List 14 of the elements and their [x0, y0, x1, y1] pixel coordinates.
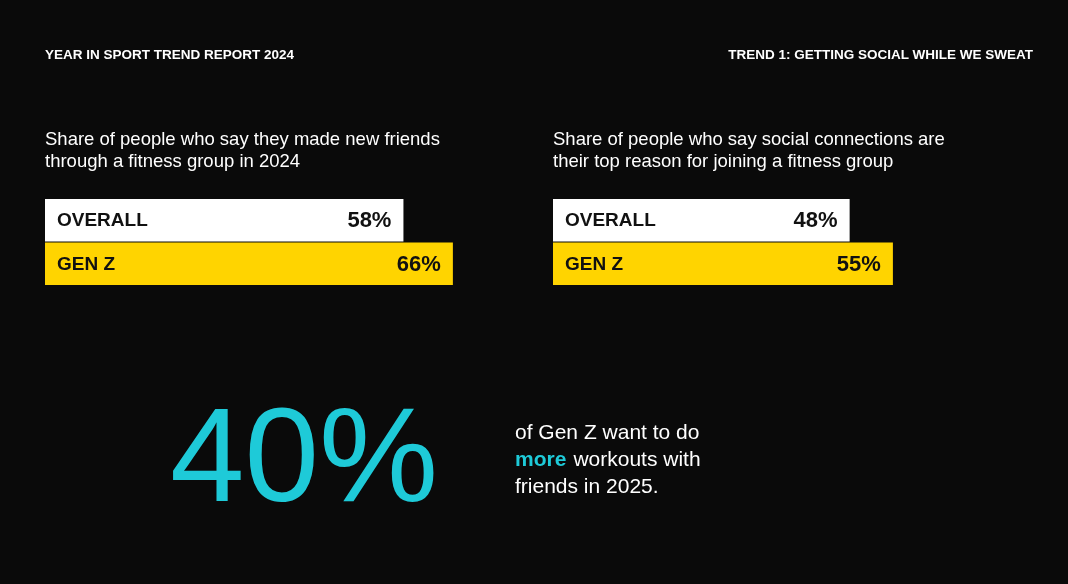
chart-title: Share of people who say social connections are their top reason for joining a fitness group [553, 127, 945, 171]
data-label: 55% [836, 250, 881, 276]
text: 40% [170, 380, 439, 529]
text: YEAR IN SPORT TREND REPORT 2024 [45, 47, 295, 62]
text: TREND 1: GETTING SOCIAL WHILE WE SWEAT [728, 47, 1034, 62]
data-label: 66% [396, 250, 441, 276]
text: of Gen Z want to do more workouts with friends in 2025. [515, 420, 701, 497]
data-label: 58% [347, 207, 392, 233]
category-label: GEN Z [565, 252, 624, 274]
data-label: 48% [793, 207, 838, 233]
category-label: OVERALL [57, 209, 148, 231]
chart-title: Share of people who say they made new friends through a fitness group in 2024 [45, 127, 440, 171]
category-label: GEN Z [57, 252, 116, 274]
category-label: OVERALL [565, 209, 656, 231]
